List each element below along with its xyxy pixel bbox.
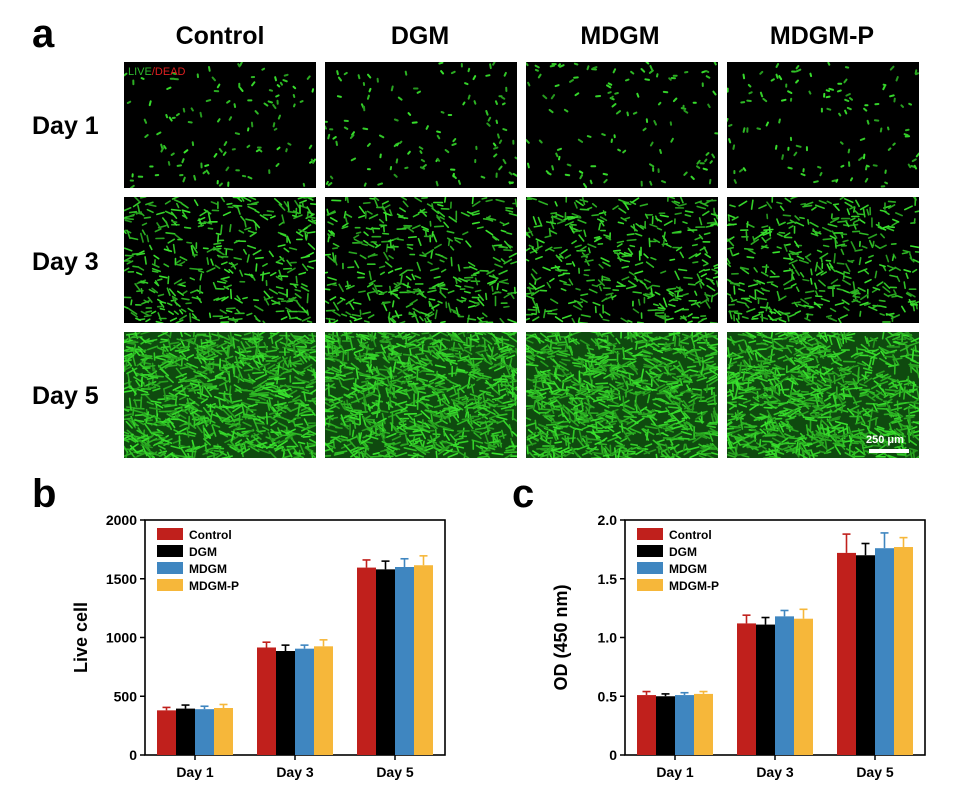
column-header-mdgm-p: MDGM-P [769, 22, 875, 50]
micrograph-control-day3 [124, 197, 316, 323]
micrograph-mdgm-p-day3 [727, 197, 919, 323]
micrograph-control-day1 [124, 62, 316, 188]
legend-swatch [157, 579, 183, 591]
y-tick-label: 0 [129, 747, 137, 763]
stain-live-label: LIVE [128, 66, 152, 78]
bar [737, 623, 756, 755]
y-axis-label: OD (450 nm) [551, 584, 571, 690]
chart-live-cell: 0 500 1000 1500 2000 Live cell Day 1 Day 3 Day 5… [71, 512, 446, 780]
legend-swatch [637, 545, 663, 557]
bar [675, 695, 694, 755]
bar [856, 555, 875, 755]
stain-legend: LIVE/DEAD [128, 66, 185, 78]
micrograph-mdgm-day5 [526, 332, 718, 458]
y-tick-label: 1500 [106, 571, 137, 587]
x-tick-label: Day 3 [276, 764, 314, 780]
micrograph-mdgm-p-day1 [727, 62, 919, 188]
bar [894, 547, 913, 755]
bar [376, 569, 395, 755]
row-header-day1: Day 1 [32, 112, 99, 140]
y-tick-label: 1.0 [598, 630, 618, 646]
bar [214, 708, 233, 755]
bar [837, 552, 856, 755]
x-tick-label: Day 1 [656, 764, 694, 780]
y-tick-label: 2.0 [598, 512, 618, 528]
micrograph-dgm-day3 [325, 197, 517, 323]
legend-swatch [157, 528, 183, 540]
bar [276, 651, 295, 755]
legend-label: Control [669, 528, 712, 542]
y-tick-label: 500 [114, 688, 138, 704]
micrograph-dgm-day5 [325, 332, 517, 458]
bar [875, 548, 894, 755]
bar [756, 624, 775, 755]
bar [656, 696, 675, 755]
legend-label: DGM [669, 545, 697, 559]
column-header-mdgm: MDGM [580, 22, 660, 50]
panel-c-letter: c [512, 472, 535, 516]
y-tick-label: 0.5 [598, 688, 618, 704]
x-tick-label: Day 5 [376, 764, 414, 780]
stain-separator: / [151, 66, 155, 78]
bar [414, 565, 433, 755]
panel-a-letter: a [32, 12, 55, 56]
bar [395, 567, 414, 755]
x-tick-label: Day 3 [756, 764, 794, 780]
micrograph-mdgm-p-day5 [727, 332, 919, 458]
row-header-day5: Day 5 [32, 382, 99, 410]
bar [195, 709, 214, 755]
y-tick-label: 0 [609, 747, 617, 763]
stain-dead-label: DEAD [154, 66, 186, 78]
column-header-control: Control [175, 22, 265, 50]
legend-swatch [637, 562, 663, 574]
legend-label: MDGM-P [669, 579, 719, 593]
bar [176, 708, 195, 755]
row-header-day3: Day 3 [32, 248, 99, 276]
legend-swatch [637, 579, 663, 591]
legend-label: Control [189, 528, 232, 542]
x-tick-label: Day 5 [856, 764, 894, 780]
bar [775, 616, 794, 755]
y-axis-label: Live cell [71, 602, 91, 673]
micrograph-dgm-day1 [325, 62, 517, 188]
column-header-dgm: DGM [390, 22, 450, 50]
bar [257, 647, 276, 755]
bar [694, 693, 713, 755]
legend-label: DGM [189, 545, 217, 559]
scale-bar-label: 250 μm [866, 434, 904, 446]
bar [314, 646, 333, 755]
legend-swatch [637, 528, 663, 540]
y-tick-label: 1000 [106, 630, 137, 646]
legend-swatch [157, 562, 183, 574]
legend-label: MDGM [189, 562, 227, 576]
bar [295, 648, 314, 755]
bar [637, 695, 656, 755]
panel-b-letter: b [32, 472, 57, 516]
bar [157, 710, 176, 755]
legend-label: MDGM-P [189, 579, 239, 593]
x-tick-label: Day 1 [176, 764, 214, 780]
bar [794, 618, 813, 755]
y-tick-label: 2000 [106, 512, 137, 528]
bar [357, 567, 376, 755]
micrograph-mdgm-day3 [526, 197, 718, 323]
micrograph-control-day5 [124, 332, 316, 458]
micrograph-mdgm-day1 [526, 62, 718, 188]
legend-label: MDGM [669, 562, 707, 576]
y-tick-label: 1.5 [598, 571, 618, 587]
legend-swatch [157, 545, 183, 557]
scale-bar [869, 449, 909, 453]
chart-od450: 0 0.5 1.0 1.5 2.0 OD (450 nm) Day 1 Day 3 Day 5 C… [551, 512, 926, 780]
